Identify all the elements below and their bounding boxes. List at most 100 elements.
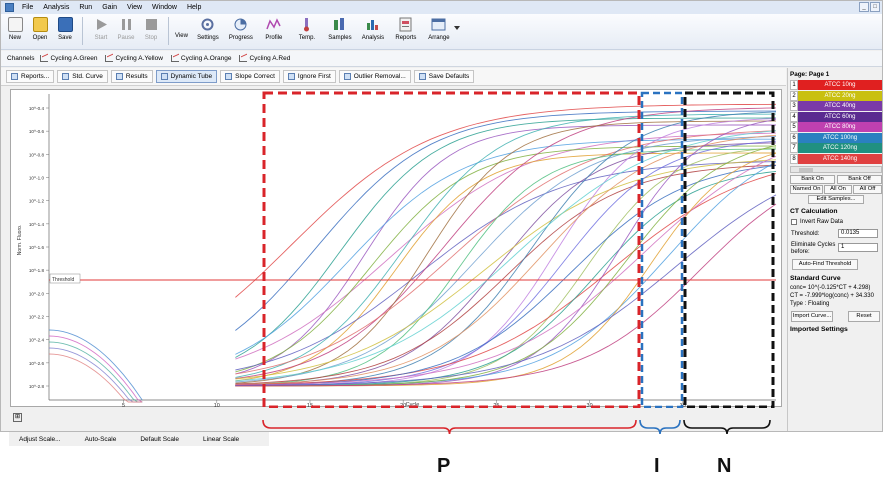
menu-help[interactable]: Help xyxy=(186,4,202,11)
scrollbar-thumb[interactable] xyxy=(799,168,813,172)
dynamic-tube-button[interactable]: Dynamic Tube xyxy=(155,70,218,83)
edit-samples-button[interactable]: Edit Samples... xyxy=(808,195,864,204)
sample-row[interactable]: 2 ATCC 20ng xyxy=(790,90,882,101)
sample-row[interactable]: 4 ATCC 60ng xyxy=(790,111,882,122)
import-curve-button[interactable]: Import Curve... xyxy=(791,311,833,322)
channel-tab-label: Cycling A.Red xyxy=(249,55,291,62)
reports-button[interactable]: Reports xyxy=(391,17,421,41)
reports-tool-button[interactable]: Reports... xyxy=(6,70,55,83)
all-off-button[interactable]: All Off xyxy=(853,185,882,194)
menu-window[interactable]: Window xyxy=(152,4,177,11)
amplification-plot[interactable]: 10^-0.4 10^-0.6 10^-0.8 10^-1.0 10^-1.2 10^-1… xyxy=(10,89,782,408)
chart-line-icon xyxy=(40,55,49,62)
menu-bar: File Analysis Run Gain View Window Help … xyxy=(1,1,882,14)
sample-number: 4 xyxy=(790,111,798,122)
std-curve-button[interactable]: Std. Curve xyxy=(57,70,108,83)
analysis-button[interactable]: Analysis xyxy=(358,17,388,41)
window-controls: _ □ xyxy=(859,2,880,12)
auto-scale-button[interactable]: Auto-Scale xyxy=(84,435,117,443)
y-tick-label: 10^-1.8 xyxy=(29,268,45,273)
named-on-button[interactable]: Named On xyxy=(790,185,823,194)
save-button[interactable]: Save xyxy=(54,17,76,41)
sub-btn-label: Dynamic Tube xyxy=(170,73,213,80)
arrange-button[interactable]: Arrange xyxy=(424,17,454,41)
sub-btn-label: Outlier Removal... xyxy=(353,73,406,80)
start-button[interactable]: Start xyxy=(90,17,112,41)
sample-name: ATCC 140ng xyxy=(798,153,882,164)
sample-row[interactable]: 6 ATCC 100ng xyxy=(790,132,882,143)
threshold-input[interactable]: 0.0135 xyxy=(838,229,878,238)
slope-icon xyxy=(225,73,233,80)
all-on-button[interactable]: All On xyxy=(824,185,852,194)
pause-button[interactable]: Pause xyxy=(115,17,137,41)
new-button[interactable]: New xyxy=(4,17,26,41)
channels-bar: Channels Cycling A.Green Cycling A.Yello… xyxy=(1,51,882,67)
channel-tab-orange[interactable]: Cycling A.Orange xyxy=(170,55,232,62)
amplification-curve xyxy=(235,155,777,386)
x-tick-label: 30 xyxy=(587,403,593,408)
new-button-label: New xyxy=(8,35,21,41)
menu-run[interactable]: Run xyxy=(79,4,93,11)
chevron-down-icon[interactable] xyxy=(453,25,460,31)
settings-icon xyxy=(201,18,214,31)
menu-file[interactable]: File xyxy=(22,4,34,11)
y-tick-label: 10^-1.0 xyxy=(29,176,45,181)
profile-button[interactable]: Profile xyxy=(259,17,289,41)
baseline-curve xyxy=(48,335,143,403)
save-defaults-button[interactable]: Save Defaults xyxy=(413,70,475,83)
eliminate-cycles-input[interactable]: 1 xyxy=(838,243,878,252)
stop-button[interactable]: Stop xyxy=(140,17,162,41)
adjust-scale-button[interactable]: Adjust Scale... xyxy=(19,435,61,443)
x-tick-label: 15 xyxy=(307,403,313,408)
channel-tab-yellow[interactable]: Cycling A.Yellow xyxy=(105,55,163,62)
reset-button[interactable]: Reset xyxy=(848,311,880,322)
sub-btn-label: Save Defaults xyxy=(428,73,470,80)
outlier-removal-button[interactable]: Outlier Removal... xyxy=(338,70,411,83)
arrange-button-label: Arrange xyxy=(428,35,450,41)
open-button[interactable]: Open xyxy=(29,17,51,41)
channel-tab-green[interactable]: Cycling A.Green xyxy=(40,55,97,62)
minimize-button[interactable]: _ xyxy=(859,2,869,12)
sample-row[interactable]: 8 ATCC 140ng xyxy=(790,153,882,164)
app-icon xyxy=(5,3,14,12)
sample-number: 1 xyxy=(790,80,798,90)
sample-row[interactable]: 1 ATCC 10ng xyxy=(790,80,882,90)
bank-off-button[interactable]: Bank Off xyxy=(837,175,882,184)
y-tick-label: 10^-2.4 xyxy=(29,338,45,343)
settings-button[interactable]: Settings xyxy=(193,17,223,41)
sample-number: 8 xyxy=(790,153,798,164)
bank-on-button[interactable]: Bank On xyxy=(790,175,835,184)
menu-view[interactable]: View xyxy=(127,4,143,11)
sample-name: ATCC 40ng xyxy=(798,101,882,111)
y-tick-label: 10^-0.8 xyxy=(29,152,45,157)
invert-raw-checkbox[interactable] xyxy=(791,219,797,225)
progress-button[interactable]: Progress xyxy=(226,17,256,41)
auto-find-threshold-button[interactable]: Auto-Find Threshold xyxy=(792,259,858,270)
arrange-icon xyxy=(431,18,446,31)
default-scale-button[interactable]: Default Scale xyxy=(140,435,180,443)
amplification-curve xyxy=(235,161,777,371)
sample-row[interactable]: 3 ATCC 40ng xyxy=(790,101,882,111)
temp-button[interactable]: Temp. xyxy=(292,17,322,41)
curve-icon xyxy=(62,73,70,80)
ignore-first-button[interactable]: Ignore First xyxy=(282,70,336,83)
linear-scale-button[interactable]: Linear Scale xyxy=(203,435,240,443)
slope-correct-button[interactable]: Slope Correct xyxy=(220,70,280,83)
channel-tab-label: Cycling A.Orange xyxy=(180,55,232,62)
sample-list-scrollbar[interactable] xyxy=(790,166,882,173)
grid-toggle-icon[interactable]: ⊞ xyxy=(13,413,22,422)
channel-tab-red[interactable]: Cycling A.Red xyxy=(239,55,290,62)
new-file-icon xyxy=(7,17,23,32)
maximize-button[interactable]: □ xyxy=(870,2,880,12)
sample-row[interactable]: 5 ATCC 80ng xyxy=(790,122,882,132)
imported-settings-heading: Imported Settings xyxy=(790,326,848,333)
results-button[interactable]: Results xyxy=(110,70,153,83)
settings-button-label: Settings xyxy=(197,35,219,41)
std-curve-type: Type : Floating xyxy=(790,301,830,307)
samples-button[interactable]: Samples xyxy=(325,17,355,41)
std-curve-ct: CT = -7.999*log(conc) + 34.330 xyxy=(790,293,874,299)
analysis-icon xyxy=(367,20,379,30)
menu-gain[interactable]: Gain xyxy=(102,4,117,11)
sample-row[interactable]: 7 ATCC 120ng xyxy=(790,143,882,153)
menu-analysis[interactable]: Analysis xyxy=(43,4,70,11)
